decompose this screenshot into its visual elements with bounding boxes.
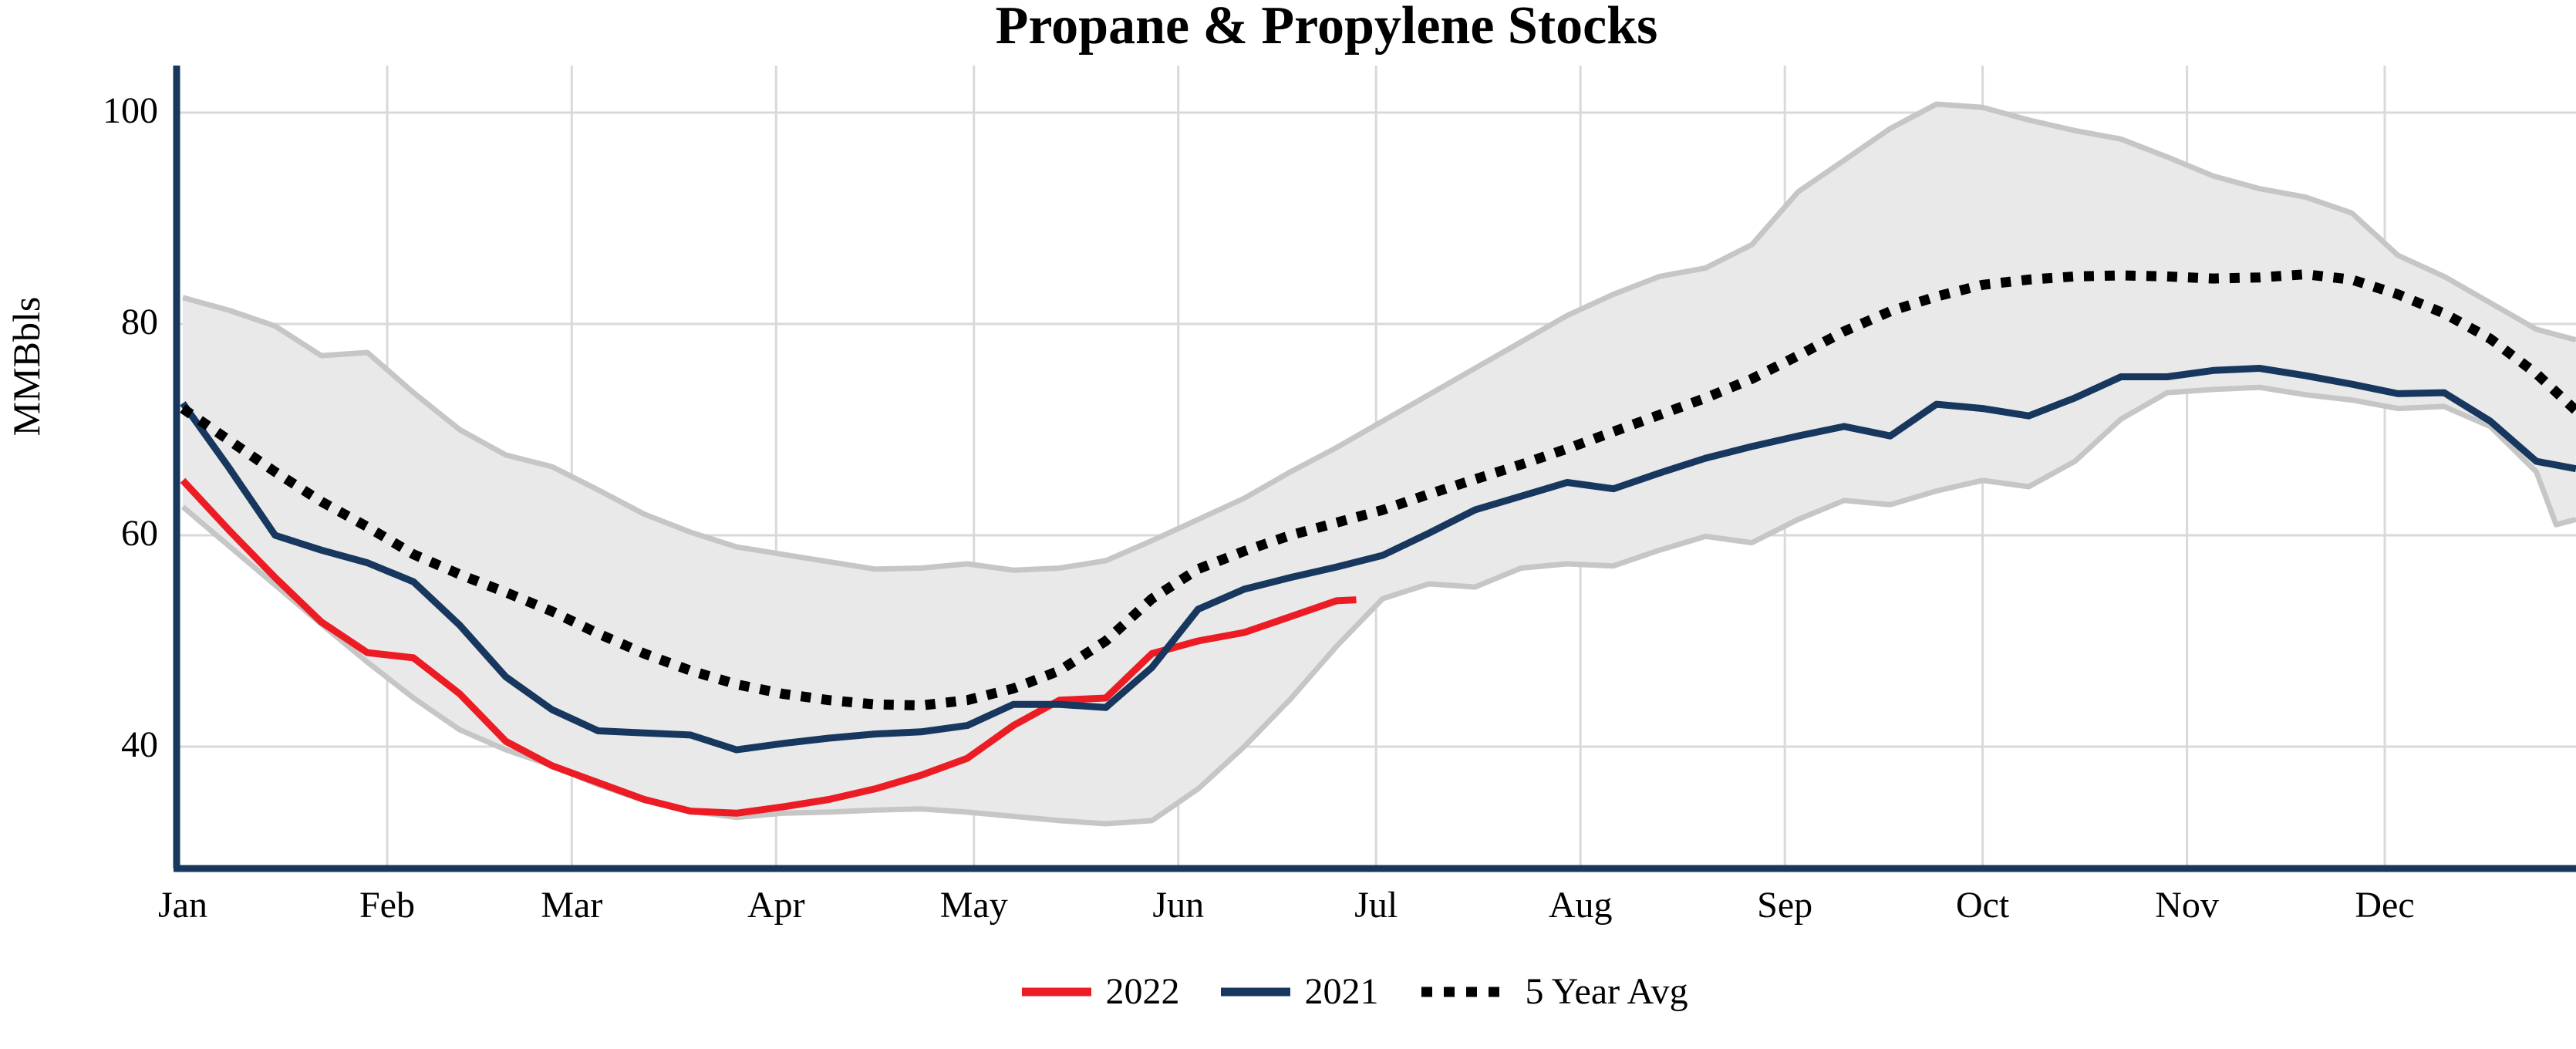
series-line-2022	[180, 477, 1357, 817]
band-top-edge	[182, 101, 2576, 573]
x-tick-label-dec: Dec	[2355, 885, 2415, 926]
x-tick-label-apr: Apr	[747, 885, 805, 926]
legend-item-5yr-avg: 5 Year Avg	[1420, 970, 1708, 1013]
navy-line-swatch-icon	[1221, 987, 1291, 996]
legend-label-2021: 2021	[1304, 971, 1379, 1012]
x-tick-label-jun: Jun	[1152, 885, 1205, 926]
series-lines	[180, 269, 2576, 817]
series-line-2021	[180, 365, 2576, 754]
series-line-5-year-avg	[180, 269, 2576, 711]
x-tick-label-jan: Jan	[158, 885, 207, 926]
x-tick-label-feb: Feb	[359, 885, 415, 926]
dotted-line-swatch-icon	[1421, 987, 1512, 997]
chart-title: Propane & Propylene Stocks	[995, 0, 1658, 56]
x-tick-label-nov: Nov	[2155, 885, 2219, 926]
x-tick-label-aug: Aug	[1548, 885, 1613, 926]
x-tick-label-jul: Jul	[1354, 885, 1398, 926]
x-tick-label-mar: Mar	[541, 885, 603, 926]
five-year-range-band	[180, 101, 2576, 827]
legend-label-2022: 2022	[1105, 971, 1180, 1012]
legend-item-2021: 2021	[1221, 970, 1398, 1013]
y-tick-label-40: 40	[121, 724, 158, 765]
legend-item-2022: 2022	[1022, 970, 1199, 1013]
red-line-swatch-icon	[1022, 987, 1092, 996]
legend-label-5yr-avg: 5 Year Avg	[1525, 971, 1688, 1012]
x-tick-label-may: May	[939, 885, 1008, 926]
y-tick-label-60: 60	[121, 513, 158, 554]
y-tick-label-80: 80	[121, 302, 158, 342]
y-tick-label-100: 100	[103, 90, 158, 131]
x-tick-label-oct: Oct	[1955, 885, 2010, 926]
x-tick-label-sep: Sep	[1757, 885, 1813, 926]
legend: 2022 2021 5 Year Avg	[0, 970, 2576, 1013]
band-fill	[183, 104, 2576, 824]
